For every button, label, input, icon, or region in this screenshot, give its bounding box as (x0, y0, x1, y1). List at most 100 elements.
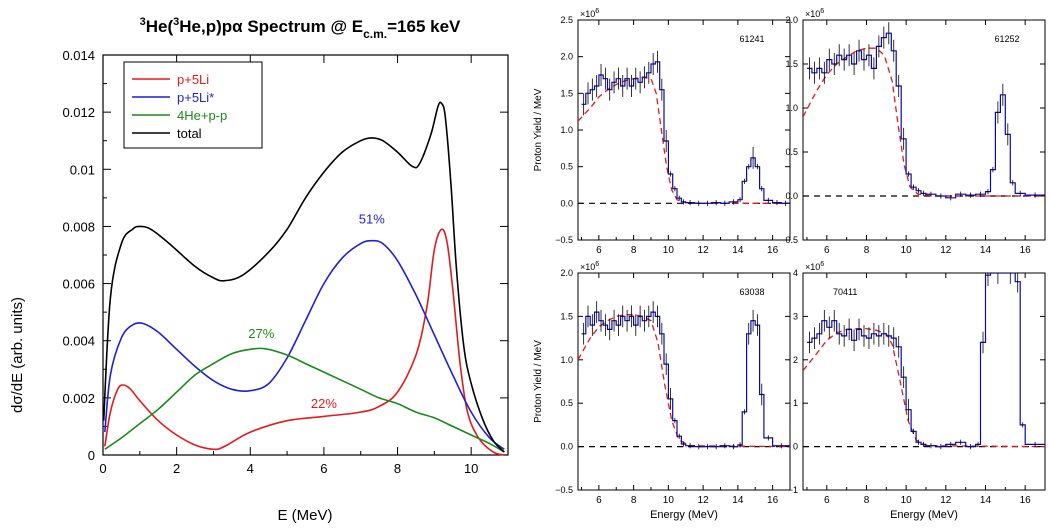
panel-x-tick-label: 10 (663, 245, 675, 256)
fit-curve (803, 327, 1045, 448)
main-x-tick-label: 6 (320, 461, 327, 476)
panel-multiplier: ×106 (805, 261, 824, 272)
panel-x-tick-label: 14 (980, 245, 992, 256)
series-line-4he-p-p (104, 347, 505, 453)
data-histogram (807, 32, 1045, 199)
legend-item-p5li: p+5Li (177, 72, 209, 87)
main-y-tick-label: 0.006 (62, 277, 95, 292)
panel-y-tick-label: 0 (793, 442, 798, 452)
panel-multiplier: ×106 (805, 8, 824, 19)
panel-y-tick-label: 1.5 (785, 59, 798, 69)
panel-x-axis-label: Energy (MeV) (650, 509, 718, 521)
panel-x-tick-label: 8 (864, 245, 870, 256)
panel-x-tick-label: 12 (698, 245, 710, 256)
panel-y-tick-label: 0.0 (560, 442, 573, 452)
panel-x-tick-label: 6 (596, 245, 602, 256)
panel-x-tick-label: 10 (901, 495, 913, 506)
title-superscript-1: 3 (140, 16, 146, 28)
panel-x-tick-label: 12 (940, 495, 952, 506)
main-x-tick-label: 10 (464, 461, 478, 476)
series-line-p-5li (104, 228, 505, 456)
panel-frame (802, 19, 1046, 241)
panel-x-tick-label: 10 (663, 495, 675, 506)
panel-frame (577, 272, 791, 491)
panel-y-tick-label: 4 (793, 268, 798, 278)
panel-y-tick-label: 2 (793, 355, 798, 365)
main-series-group (102, 101, 505, 456)
legend-item-total: total (177, 126, 202, 141)
title-part-3: =165 keV (387, 17, 461, 36)
panel-y-tick-label: 2.0 (560, 268, 573, 278)
panel-y-axis-label: Proton Yield / MeV (533, 340, 544, 423)
panel-y-tick-label: −0.5 (555, 485, 573, 495)
panel-x-tick-label: 6 (824, 495, 830, 506)
panel-x-tick-label: 8 (631, 245, 637, 256)
panel-y-tick-label: 1.0 (785, 103, 798, 113)
panel-multiplier-times: ×10 (805, 262, 820, 272)
legend-item-p5li-star: p+5Li* (177, 90, 214, 105)
title-subscript: c.m. (363, 27, 387, 41)
legend: p+5Li p+5Li* 4He+p-p total (123, 61, 263, 149)
main-x-tick-label: 4 (247, 461, 254, 476)
panel-multiplier-times: ×10 (580, 262, 595, 272)
series-line-p-5li- (104, 239, 505, 450)
panel-x-tick-label: 14 (732, 495, 744, 506)
panel-multiplier-exponent: 6 (595, 8, 599, 15)
panel-multiplier-exponent: 6 (820, 261, 824, 268)
panel-x-tick-label: 14 (732, 245, 744, 256)
panel-y-tick-label: 0.0 (785, 191, 798, 201)
percentage-annotation: 27% (248, 326, 274, 341)
panel-x-tick-label: 12 (940, 245, 952, 256)
panel-x-tick-label: 14 (980, 495, 992, 506)
panel-multiplier-exponent: 6 (595, 261, 599, 268)
main-x-tick-label: 8 (394, 461, 401, 476)
legend-item-4he-p-p: 4He+p-p (177, 108, 227, 123)
main-y-tick-label: 0.014 (62, 48, 95, 63)
main-x-axis-label: E (MeV) (277, 507, 332, 524)
panel-y-tick-label: 0.5 (560, 162, 573, 172)
panel-y-tick-label: −0.5 (780, 235, 798, 245)
panel-y-tick-label: 3 (793, 311, 798, 321)
main-chart-title: 3He(3He,p)pα Spectrum @ Ec.m.=165 keV (140, 16, 461, 41)
percentage-annotation: 22% (311, 396, 337, 411)
panel-y-axis-label: Proton Yield / MeV (533, 88, 544, 171)
panel-y-tick-label: 2.0 (785, 15, 798, 25)
panel-id-label: 63038 (739, 287, 764, 297)
panel-x-tick-label: 16 (767, 495, 779, 506)
main-x-tick-label: 2 (173, 461, 180, 476)
panel-x-tick-label: 12 (698, 495, 710, 506)
panel-id-label: 61252 (994, 34, 1019, 44)
panel-multiplier: ×106 (580, 8, 599, 19)
main-y-tick-label: 0.002 (62, 391, 95, 406)
panel-x-tick-label: 16 (767, 245, 779, 256)
panel-multiplier-exponent: 6 (820, 8, 824, 15)
panel-x-tick-label: 8 (631, 495, 637, 506)
panel-y-tick-label: −1 (788, 485, 798, 495)
panel-id-label: 61241 (739, 34, 764, 44)
main-y-tick-label: 0 (88, 448, 95, 463)
panel-y-tick-label: 0.0 (560, 198, 573, 208)
title-part-2: He,p)pα Spectrum @ E (179, 17, 363, 36)
panel-y-tick-label: 1.0 (560, 355, 573, 365)
panel-y-tick-label: 2.0 (560, 52, 573, 62)
panel-y-tick-label: 0.5 (785, 147, 798, 157)
main-y-tick-label: 0.012 (62, 105, 95, 120)
panel-multiplier-times: ×10 (805, 9, 820, 19)
panel-y-tick-label: 1 (793, 398, 798, 408)
title-part-1: He( (146, 17, 174, 36)
fit-curve (803, 47, 1045, 197)
main-axes: 0 2 4 6 8 10 0 0.002 0.004 0.006 0.008 0.01 0.012 0.0… (62, 48, 509, 476)
panel-y-tick-label: 0.5 (560, 398, 573, 408)
panel-y-tick-label: 1.0 (560, 125, 573, 135)
panel-x-tick-label: 10 (901, 245, 913, 256)
panel-id-label: 70411 (833, 287, 857, 297)
panel-x-tick-label: 6 (596, 495, 602, 506)
title-superscript-2: 3 (173, 16, 179, 28)
panel-x-tick-label: 8 (864, 495, 870, 506)
